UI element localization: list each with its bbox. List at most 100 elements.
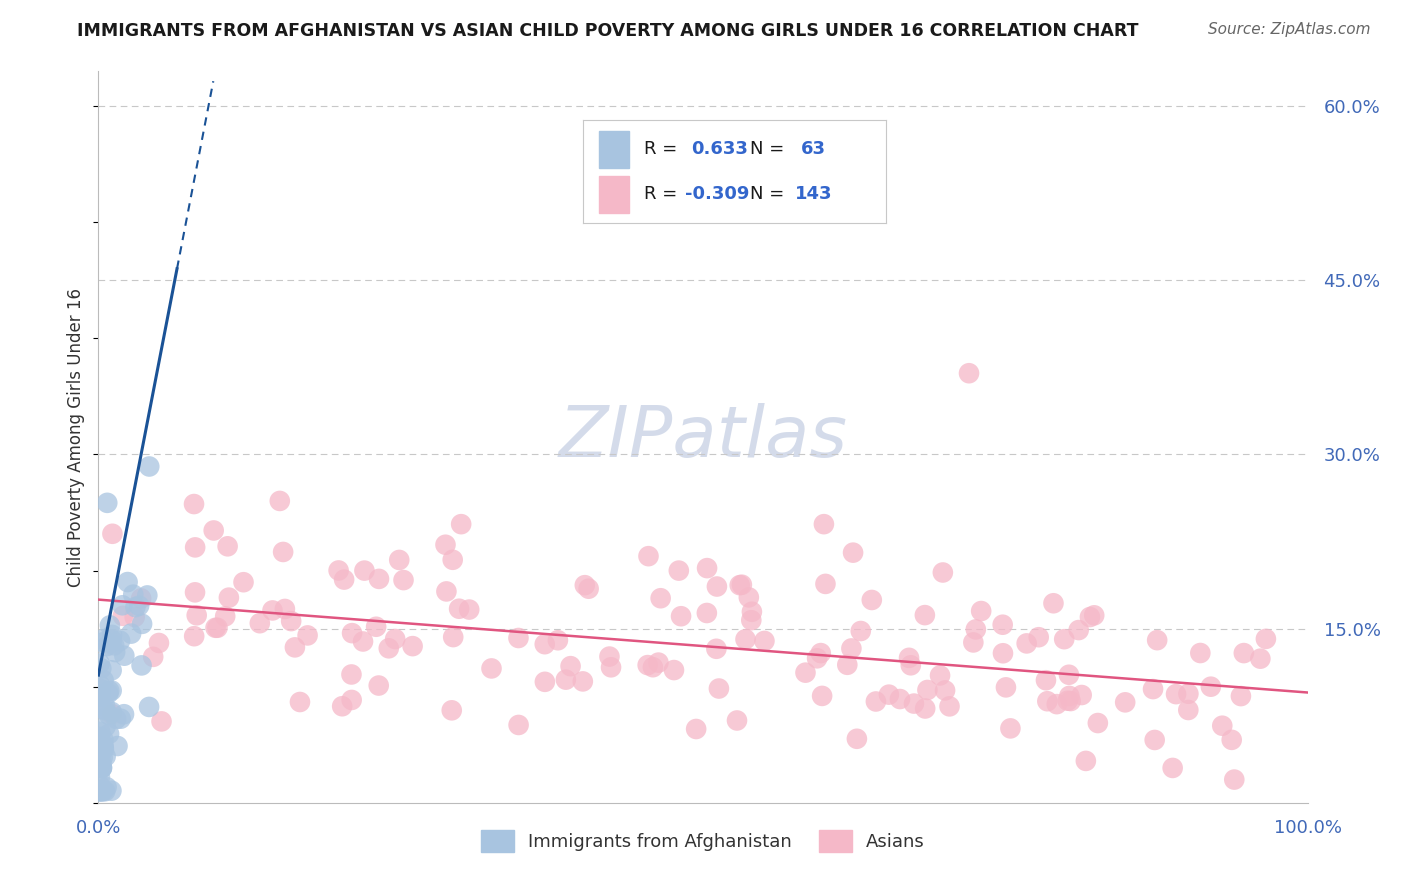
Point xyxy=(934,683,956,698)
Point xyxy=(436,584,458,599)
Point xyxy=(696,606,718,620)
Point xyxy=(131,616,153,631)
Point xyxy=(533,637,555,651)
Point xyxy=(662,663,685,677)
Point xyxy=(1078,610,1101,624)
Point xyxy=(1220,732,1243,747)
Point xyxy=(269,494,291,508)
Point xyxy=(90,784,112,798)
Point xyxy=(105,712,128,726)
Point xyxy=(89,677,111,691)
Point xyxy=(1146,633,1168,648)
Point xyxy=(970,604,993,618)
Point xyxy=(900,658,922,673)
Point xyxy=(98,618,121,632)
Point xyxy=(93,703,115,717)
Point xyxy=(637,549,659,564)
Point xyxy=(547,633,569,648)
Point xyxy=(440,703,463,717)
Point xyxy=(668,564,690,578)
Point xyxy=(111,599,134,613)
Point xyxy=(94,749,117,764)
Point xyxy=(1059,689,1081,703)
Point xyxy=(917,683,939,698)
Point xyxy=(186,608,208,623)
Point xyxy=(754,634,776,648)
Point xyxy=(232,575,254,590)
Point xyxy=(107,739,129,753)
Point xyxy=(352,634,374,648)
Point xyxy=(340,626,363,640)
Point xyxy=(368,572,391,586)
Point xyxy=(101,633,124,648)
Point xyxy=(101,628,124,642)
Point xyxy=(89,724,111,739)
Point xyxy=(1189,646,1212,660)
Point xyxy=(572,674,595,689)
Point xyxy=(837,657,859,672)
Point xyxy=(1053,632,1076,647)
Point xyxy=(366,620,388,634)
Point xyxy=(108,633,131,648)
Point xyxy=(97,708,120,723)
Point xyxy=(1067,623,1090,637)
Point xyxy=(1114,695,1136,709)
Point xyxy=(450,517,472,532)
Point xyxy=(1143,733,1166,747)
Point xyxy=(434,538,457,552)
Point xyxy=(1057,667,1080,681)
Point xyxy=(1142,682,1164,697)
Point xyxy=(136,589,159,603)
Point xyxy=(93,732,115,747)
Point xyxy=(600,660,623,674)
Point xyxy=(90,761,112,775)
Text: ZIPatlas: ZIPatlas xyxy=(558,402,848,472)
Point xyxy=(842,546,865,560)
Point xyxy=(262,603,284,617)
Point xyxy=(1177,687,1199,701)
Text: N =: N = xyxy=(749,140,785,158)
Point xyxy=(741,605,763,619)
Point xyxy=(202,524,225,538)
Point xyxy=(1233,646,1256,660)
Point xyxy=(89,730,111,744)
Point xyxy=(96,639,118,653)
Point xyxy=(1230,689,1253,703)
Point xyxy=(458,602,481,616)
Point xyxy=(641,660,664,674)
Point xyxy=(90,736,112,750)
Point xyxy=(91,784,114,798)
Point xyxy=(738,591,761,605)
Text: 0.633: 0.633 xyxy=(690,140,748,158)
Point xyxy=(731,578,754,592)
Point xyxy=(101,526,124,541)
Point xyxy=(97,686,120,700)
Point xyxy=(1042,596,1064,610)
Text: 143: 143 xyxy=(796,186,832,203)
Point xyxy=(91,750,114,764)
Point xyxy=(598,649,620,664)
Point xyxy=(725,714,748,728)
Point xyxy=(93,740,115,755)
Point xyxy=(508,631,530,645)
Point xyxy=(811,689,834,703)
Text: R =: R = xyxy=(644,140,678,158)
Point xyxy=(669,609,692,624)
Point xyxy=(1059,694,1081,708)
Point xyxy=(962,635,984,649)
Point xyxy=(330,699,353,714)
Point xyxy=(534,674,557,689)
Point xyxy=(297,628,319,642)
Point xyxy=(90,661,112,675)
Point xyxy=(340,693,363,707)
Point xyxy=(685,722,707,736)
Text: R =: R = xyxy=(644,186,678,203)
Point xyxy=(707,681,730,696)
Point xyxy=(101,707,124,722)
Point xyxy=(378,641,401,656)
Point xyxy=(93,632,115,647)
Point xyxy=(1199,680,1222,694)
Point xyxy=(217,539,239,553)
Point xyxy=(865,694,887,708)
Bar xyxy=(599,176,628,212)
